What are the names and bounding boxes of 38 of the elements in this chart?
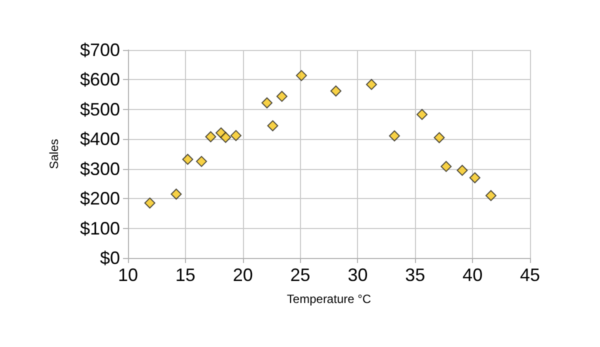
point xyxy=(416,108,428,120)
point xyxy=(388,130,400,142)
x-tick-label: 20 xyxy=(232,265,253,285)
point xyxy=(456,164,468,176)
y-tick-label: $400 xyxy=(80,129,120,150)
x-axis-title: Temperature °C xyxy=(286,292,372,306)
x-tick-label: 35 xyxy=(405,265,426,285)
point xyxy=(205,131,216,142)
y-tick-label: $100 xyxy=(80,218,120,238)
point xyxy=(182,154,194,165)
point xyxy=(144,198,156,209)
x-tick-label: 40 xyxy=(462,265,483,285)
point xyxy=(261,97,272,108)
point xyxy=(366,78,377,90)
point xyxy=(276,90,288,102)
y-tick-label: $600 xyxy=(80,70,120,90)
point xyxy=(230,130,242,142)
x-tick-label: 10 xyxy=(118,265,138,285)
y-tick-label: $200 xyxy=(80,188,120,209)
point xyxy=(196,156,208,167)
y-tick-label: $0 xyxy=(100,248,120,268)
x-tick-label: 45 xyxy=(520,265,540,285)
x-tick-label: 25 xyxy=(290,265,310,285)
x-tick-label: 30 xyxy=(348,265,368,285)
y-tick-label: $700 xyxy=(80,40,120,60)
point xyxy=(469,172,480,184)
point xyxy=(220,132,232,143)
point xyxy=(434,132,445,144)
point xyxy=(296,70,307,82)
point xyxy=(267,120,278,132)
y-tick-label: $300 xyxy=(80,158,120,179)
point xyxy=(440,160,452,172)
point xyxy=(485,190,496,202)
point xyxy=(330,86,342,97)
point xyxy=(170,188,182,200)
y-tick-label: $500 xyxy=(80,99,120,120)
y-axis-title: Sales xyxy=(47,138,61,170)
x-tick-label: 15 xyxy=(175,265,196,285)
